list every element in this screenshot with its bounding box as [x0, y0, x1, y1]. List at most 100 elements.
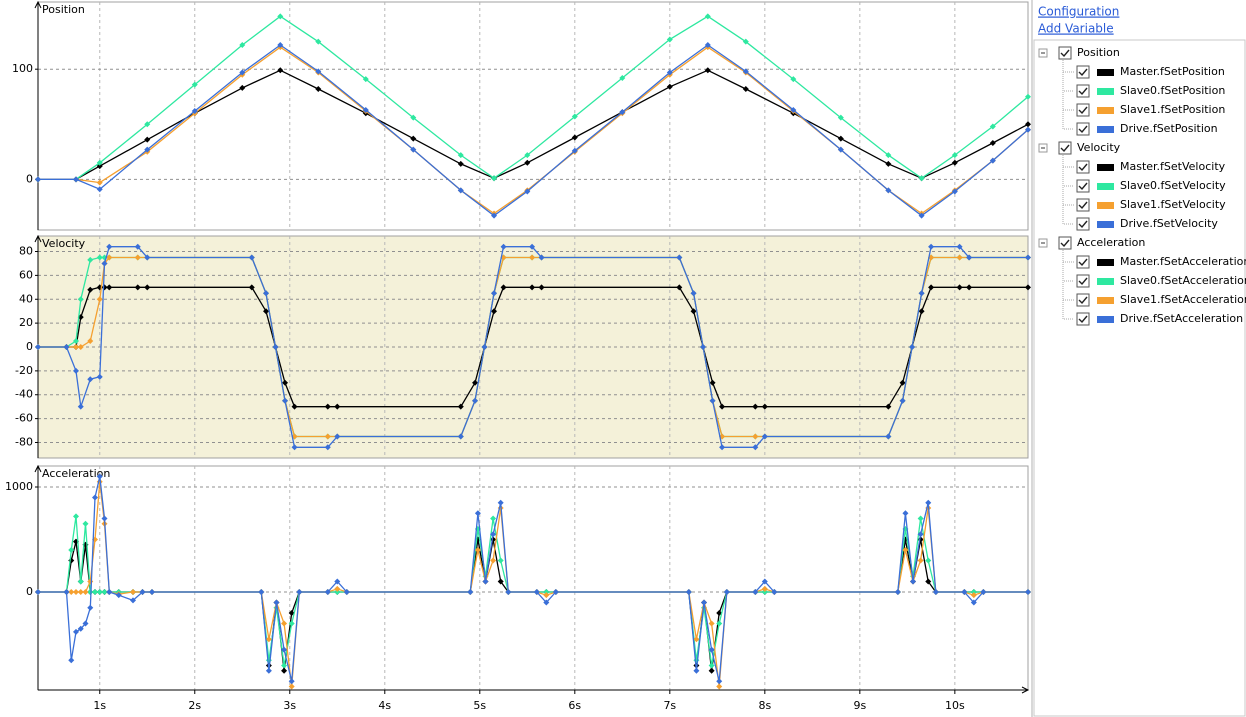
data-point: [101, 515, 108, 522]
checkmark: [1078, 201, 1088, 210]
checkmark: [1060, 144, 1070, 153]
data-point: [918, 290, 925, 297]
checkbox[interactable]: [1076, 179, 1090, 193]
data-point: [258, 589, 265, 596]
checkbox[interactable]: [1076, 84, 1090, 98]
data-point: [248, 254, 255, 261]
data-point: [752, 444, 759, 451]
link[interactable]: Configuration: [1038, 5, 1119, 19]
data-point: [709, 379, 716, 386]
tree-group: Position: [1077, 46, 1120, 59]
tree-connector: [1062, 155, 1074, 225]
checkmark: [1078, 220, 1088, 229]
checkbox[interactable]: [1076, 122, 1090, 136]
data-point: [115, 592, 122, 599]
data-point: [497, 499, 504, 506]
x-tick-label: 8s: [758, 699, 771, 712]
data-point: [68, 547, 75, 554]
checkbox[interactable]: [1076, 293, 1090, 307]
data-point: [491, 212, 498, 219]
data-point: [918, 175, 925, 182]
data-point: [956, 254, 963, 261]
legend-label: Drive.fSetPosition: [1120, 122, 1218, 135]
data-point: [989, 157, 996, 164]
checkbox[interactable]: [1076, 103, 1090, 117]
data-point: [752, 403, 759, 410]
checkbox[interactable]: [1058, 46, 1072, 60]
checkbox[interactable]: [1076, 255, 1090, 269]
data-point: [742, 68, 749, 75]
checkbox[interactable]: [1076, 65, 1090, 79]
data-point: [410, 135, 417, 142]
data-point: [704, 41, 711, 48]
data-point: [263, 290, 270, 297]
data-point: [790, 106, 797, 113]
data-point: [87, 338, 94, 345]
checkbox[interactable]: [1058, 236, 1072, 250]
data-point: [529, 243, 536, 250]
data-point: [457, 160, 464, 167]
data-point: [73, 589, 80, 596]
data-point: [87, 604, 94, 611]
data-point: [752, 589, 759, 596]
data-point: [101, 589, 108, 596]
checkbox[interactable]: [1058, 141, 1072, 155]
data-point: [666, 36, 673, 43]
data-point: [685, 589, 692, 596]
data-point: [288, 610, 295, 617]
tree-group: Acceleration: [1077, 236, 1145, 249]
checkbox[interactable]: [1076, 312, 1090, 326]
panel-title: Velocity: [42, 237, 86, 250]
data-point: [92, 494, 99, 501]
data-point: [693, 667, 700, 674]
data-point: [474, 510, 481, 517]
data-point: [343, 589, 350, 596]
data-point: [239, 69, 246, 76]
data-point: [690, 290, 697, 297]
data-point: [571, 147, 578, 154]
checkbox[interactable]: [1076, 160, 1090, 174]
data-point: [676, 284, 683, 291]
data-point: [73, 628, 80, 635]
data-point: [457, 152, 464, 159]
plot-area: [37, 465, 1029, 691]
data-point: [324, 589, 331, 596]
data-point: [491, 308, 498, 315]
checkmark: [1078, 87, 1088, 96]
data-point: [248, 284, 255, 291]
data-point: [529, 254, 536, 261]
data-point: [281, 667, 288, 674]
data-point: [106, 254, 113, 261]
data-point: [106, 589, 113, 596]
data-point: [533, 589, 540, 596]
data-point: [899, 397, 906, 404]
data-point: [925, 578, 932, 585]
tree-connector: [1062, 250, 1074, 320]
legend-label: Slave0.fSetAcceleration: [1120, 274, 1246, 287]
data-point: [1025, 589, 1031, 596]
axis-arrow: [34, 234, 42, 243]
data-point: [543, 589, 550, 596]
data-point: [272, 344, 279, 350]
data-point: [571, 113, 578, 120]
data-point: [144, 121, 151, 128]
data-point: [524, 159, 531, 166]
data-point: [288, 620, 295, 627]
data-point: [1025, 284, 1031, 291]
data-point: [334, 589, 341, 596]
checkbox[interactable]: [1076, 274, 1090, 288]
link[interactable]: Add Variable: [1038, 22, 1114, 36]
data-point: [324, 433, 331, 440]
y-tick-label: 20: [19, 316, 33, 329]
data-point: [894, 589, 901, 596]
data-point: [273, 599, 280, 606]
data-point: [989, 139, 996, 146]
data-point: [457, 433, 464, 440]
checkmark: [1078, 163, 1088, 172]
data-point: [951, 152, 958, 159]
legend-swatch: [1097, 88, 1114, 95]
checkbox[interactable]: [1076, 198, 1090, 212]
data-point: [899, 379, 906, 386]
checkbox[interactable]: [1076, 217, 1090, 231]
